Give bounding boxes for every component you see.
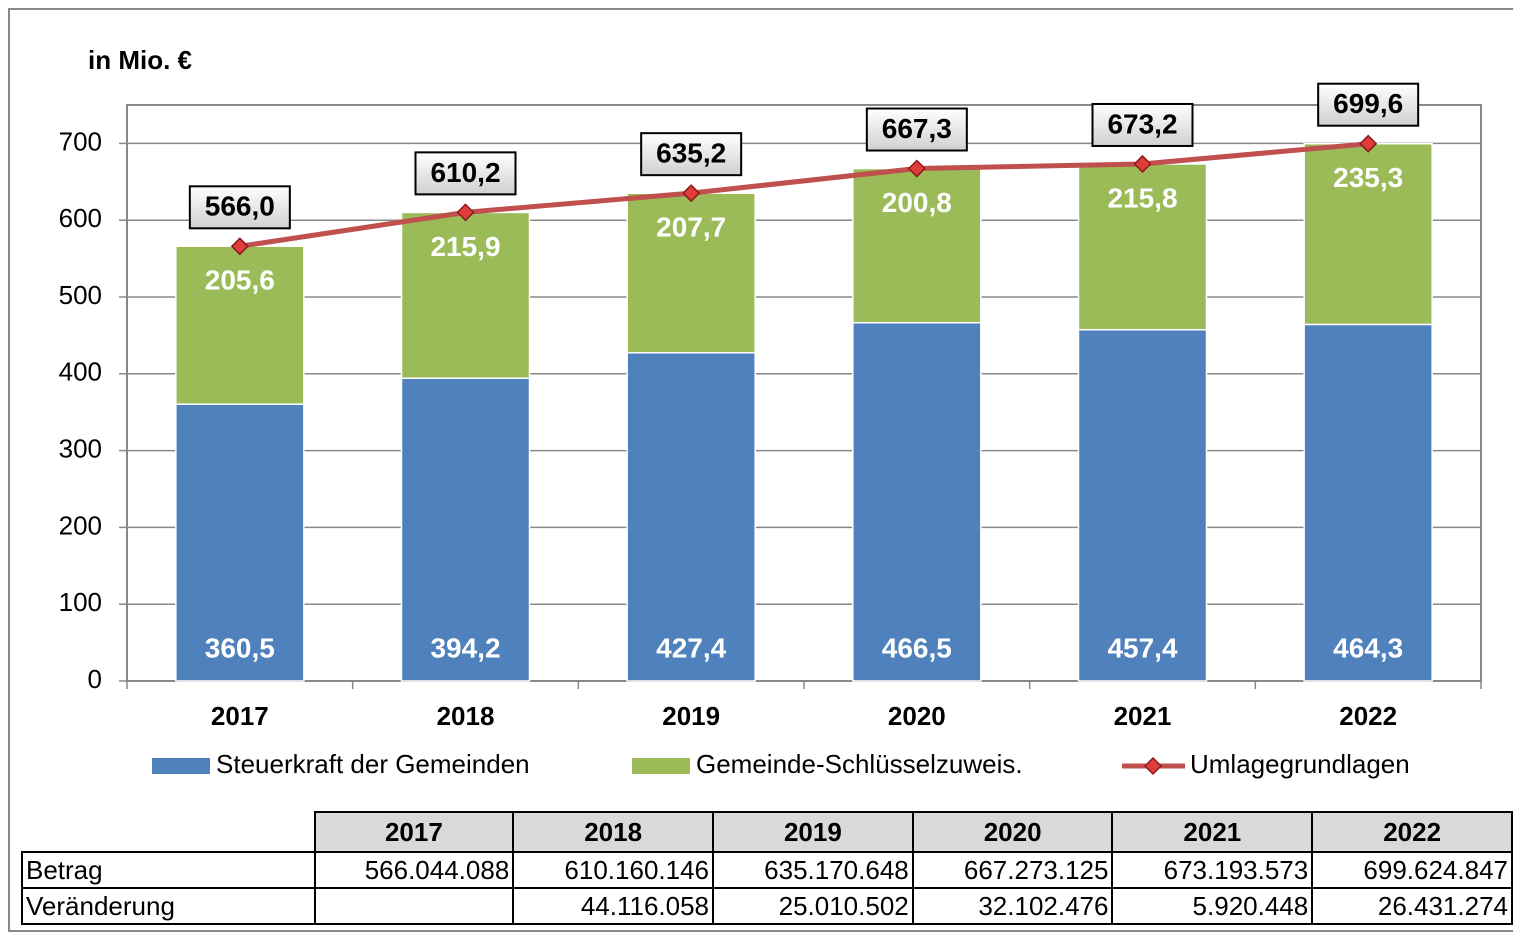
- frame: [8, 8, 1513, 932]
- y-tick-label: 200: [59, 510, 102, 540]
- bar-value-label: 207,7: [656, 212, 726, 243]
- column-header: 2019: [712, 811, 914, 853]
- y-tick-label: 0: [88, 664, 102, 694]
- bar-segment: [175, 245, 305, 405]
- bar-value-label: 205,6: [205, 265, 275, 296]
- label-box: [640, 132, 743, 177]
- chart: in Mio. € 0 100 200 300 400 500 600 700 2017 2018…: [59, 45, 1482, 779]
- bar-segment: [400, 377, 531, 682]
- table-cell: 32.102.476: [911, 887, 1114, 925]
- bar-value-label: 427,4: [656, 632, 726, 663]
- data-table: 2017 2018 2019 2020 2021 2022 Betrag 566.044.08…: [21, 811, 1513, 925]
- bar-value-label: 200,8: [882, 187, 952, 218]
- line-marker: [1133, 154, 1152, 174]
- table-cell: 610.160.146: [512, 851, 715, 889]
- y-tick-label: 700: [59, 126, 102, 156]
- row-label: Veränderung: [21, 887, 316, 925]
- legend-swatch: [152, 758, 210, 774]
- line: [239, 141, 1369, 249]
- bar-value-label: 457,4: [1107, 632, 1177, 663]
- label-box: [1091, 102, 1194, 147]
- line-marker: [456, 203, 475, 222]
- line-value-label: 667,3: [882, 113, 952, 144]
- label-box: [865, 107, 968, 152]
- x-tick-label: 2018: [437, 701, 495, 731]
- y-tick-label: 400: [59, 357, 102, 387]
- plot-area: [126, 104, 1482, 682]
- line-value-label: 635,2: [656, 138, 726, 169]
- bar-segment: [1077, 328, 1208, 682]
- legend-label: Steuerkraft der Gemeinden: [216, 749, 530, 779]
- table-cell: 25.010.502: [712, 887, 914, 925]
- line-value-label: 699,6: [1333, 88, 1403, 119]
- y-tick-label: 100: [59, 587, 102, 617]
- bar-segment: [1303, 142, 1433, 326]
- column-header: 2022: [1311, 811, 1513, 853]
- bar-segment: [400, 211, 531, 380]
- bar-value-label: 360,5: [205, 632, 275, 663]
- bar-value-label: 235,3: [1333, 162, 1403, 193]
- table-cell: 699.624.847: [1311, 851, 1513, 889]
- bar-segment: [852, 167, 982, 324]
- table-row: Betrag 566.044.088 610.160.146 635.170.648 6…: [21, 851, 1513, 889]
- legend-label: Gemeinde-Schlüsselzuweis.: [696, 749, 1023, 779]
- bar-value-label: 215,9: [430, 231, 500, 262]
- column-header: 2017: [313, 811, 515, 853]
- table-cell: 667.273.125: [911, 851, 1114, 889]
- row-label: Betrag: [21, 851, 316, 889]
- line-value-label: 673,2: [1107, 108, 1177, 139]
- label-box: [414, 151, 517, 196]
- table-cell: 5.920.448: [1111, 887, 1314, 925]
- line-marker: [907, 159, 926, 178]
- line-marker: [682, 184, 701, 203]
- bar-segment: [852, 321, 982, 682]
- x-tick-label: 2021: [1114, 701, 1172, 731]
- bar-value-label: 466,5: [882, 632, 952, 663]
- table-cell: 673.193.573: [1111, 851, 1314, 889]
- table-cell: 44.116.058: [512, 887, 715, 925]
- unit-label: in Mio. €: [88, 45, 192, 75]
- legend-marker: [1143, 756, 1163, 776]
- bar-value-label: 394,2: [430, 632, 500, 663]
- column-header: 2018: [512, 811, 715, 853]
- legend-label: Umlagegrundlagen: [1190, 749, 1410, 779]
- x-tick-label: 2019: [662, 701, 720, 731]
- bar-value-label: 215,8: [1107, 182, 1177, 213]
- x-tick-label: 2020: [888, 701, 946, 731]
- table-row: 2017 2018 2019 2020 2021 2022: [22, 811, 1513, 853]
- label-box: [188, 185, 291, 230]
- y-tick-label: 300: [59, 433, 102, 463]
- table-cell: [313, 887, 515, 925]
- line-value-label: 610,2: [430, 157, 500, 188]
- y-tick-label: 600: [59, 203, 102, 233]
- label-box: [1317, 82, 1420, 127]
- bar-segment: [1077, 163, 1208, 331]
- y-tick-label: 500: [59, 280, 102, 310]
- x-tick-label: 2017: [211, 701, 269, 731]
- bar-value-label: 464,3: [1333, 632, 1403, 663]
- line-value-label: 566,0: [205, 191, 275, 222]
- bar-segment: [626, 352, 756, 682]
- line-marker: [1359, 134, 1378, 153]
- column-header: 2021: [1111, 811, 1314, 853]
- table-cell: 635.170.648: [712, 851, 914, 889]
- table-cell: 566.044.088: [313, 851, 515, 889]
- table-cell: 26.431.274: [1311, 887, 1513, 925]
- line-marker: [230, 237, 249, 256]
- bar-segment: [1303, 323, 1433, 682]
- table-row: Veränderung 44.116.058 25.010.502 32.102.47…: [21, 887, 1513, 925]
- x-tick-label: 2022: [1339, 701, 1397, 731]
- corner-cell: [22, 812, 316, 853]
- legend-swatch: [632, 758, 690, 774]
- column-header: 2020: [911, 811, 1114, 853]
